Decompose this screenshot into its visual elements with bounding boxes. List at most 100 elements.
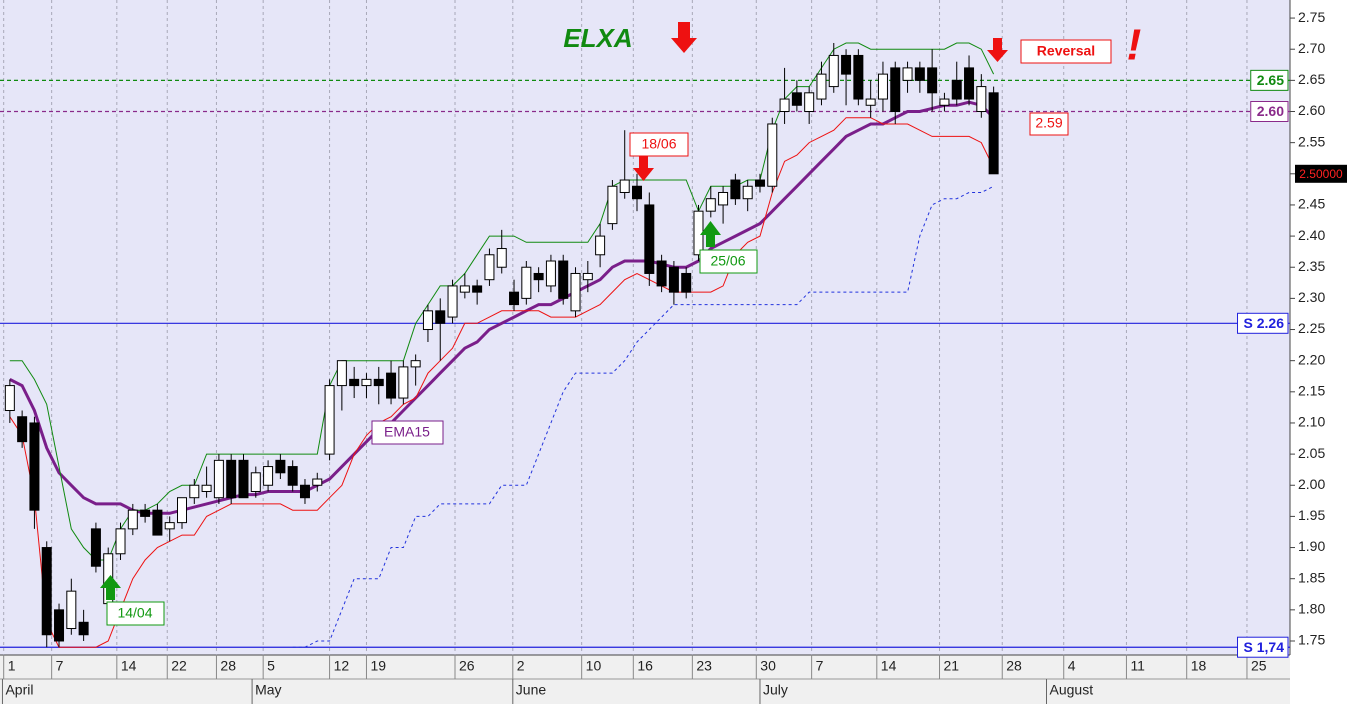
candle-body [213,459,224,499]
y-tick-label: 1.95 [1298,507,1325,523]
candle-body [902,67,913,81]
annotation: 18/06 [641,136,676,152]
y-tick-label: 2.00 [1298,476,1325,492]
series-label: EMA15 [384,424,430,440]
candle-body [558,260,569,299]
candle-body [41,547,52,636]
last-price-box [1295,164,1347,183]
level-label: S 2.26 [1244,315,1285,331]
month-label: June [516,682,547,698]
x-tick-label: 7 [56,658,64,674]
candle-body [17,416,28,443]
candle-body [78,621,89,636]
candle-body [681,272,692,293]
y-tick-label: 2.75 [1298,9,1325,25]
candle-body [619,179,630,193]
x-tick-label: 16 [637,658,653,674]
month-label: April [5,682,33,698]
x-tick-label: 14 [121,658,137,674]
candle-body [632,185,643,200]
annotation: 25/06 [710,253,745,269]
annotation-box [699,249,758,274]
candle-body [779,98,790,113]
y-tick-label: 2.10 [1298,414,1325,430]
candle-body [951,79,962,100]
y-tick-label: 2.20 [1298,351,1325,367]
candle-body [865,98,876,106]
level-label: 2.60 [1257,103,1284,119]
x-tick-label: 30 [760,658,776,674]
candle-body [509,291,520,306]
candle-body [521,266,532,299]
candle-body [177,497,188,524]
level-label-box [1250,101,1289,123]
candle-body [226,459,237,499]
level-label: 2.65 [1257,72,1284,88]
x-tick-label: 14 [881,658,897,674]
candle-body [644,204,655,274]
candle-body [238,459,249,499]
candle-body [927,67,938,94]
x-tick-label: 19 [370,658,386,674]
candle-body [189,484,200,499]
candle-body [545,260,556,287]
candle-body [29,422,40,511]
candle-body [422,310,433,331]
y-tick-label: 1.75 [1298,632,1325,648]
x-tick-label: 11 [1130,658,1145,674]
candle-body [570,272,581,312]
candle-body [386,372,397,399]
annotation-box [371,420,444,445]
candle-body [582,272,593,281]
x-tick-label: 23 [696,658,712,674]
level-label: S 1,74 [1244,639,1285,655]
x-tick-label: 10 [586,658,602,674]
annotation: 14/04 [117,605,152,621]
candle-body [841,54,852,75]
month-label: May [255,682,281,698]
series-line [9,117,995,648]
x-tick-label: 18 [1191,658,1207,674]
x-tick-label: 5 [267,658,275,674]
y-tick-label: 2.05 [1298,445,1325,461]
candle-body [361,378,372,387]
y-tick-label: 2.45 [1298,196,1325,212]
annotation-box [629,132,689,157]
y-tick-label: 2.35 [1298,258,1325,274]
candle-body [705,198,716,212]
x-tick-label: 28 [220,658,236,674]
candle-body [140,509,151,517]
candle-body [939,98,950,106]
plot-area [0,0,1290,655]
candle-body [90,528,101,567]
candle-body [435,310,446,324]
candle-body [287,466,298,486]
candle-body [816,73,827,100]
candle-body [324,385,335,455]
candle-body [250,472,261,492]
candle-body [853,54,864,100]
x-tick-label: 22 [171,658,187,674]
x-tick-label: 2 [517,658,525,674]
y-tick-label: 2.55 [1298,133,1325,149]
candle-body [668,266,679,293]
annotation-box [106,601,165,626]
arrow-up [700,221,721,247]
candle-body [730,179,741,200]
candle-body [595,235,606,256]
candle-body [299,484,310,499]
candle-body [54,609,65,642]
level-label-box [1250,69,1289,91]
y-tick-label: 2.25 [1298,320,1325,336]
candle-body [742,185,753,200]
arrow-up [100,575,121,600]
candle-body [718,191,729,206]
y-tick-label: 1.85 [1298,569,1325,585]
y-tick-label: 1.90 [1298,538,1325,554]
candle-body [964,67,975,100]
candle-body [533,272,544,281]
candle-body [410,360,421,368]
chart-title: ELXA [563,23,632,53]
candle-body [263,466,274,486]
